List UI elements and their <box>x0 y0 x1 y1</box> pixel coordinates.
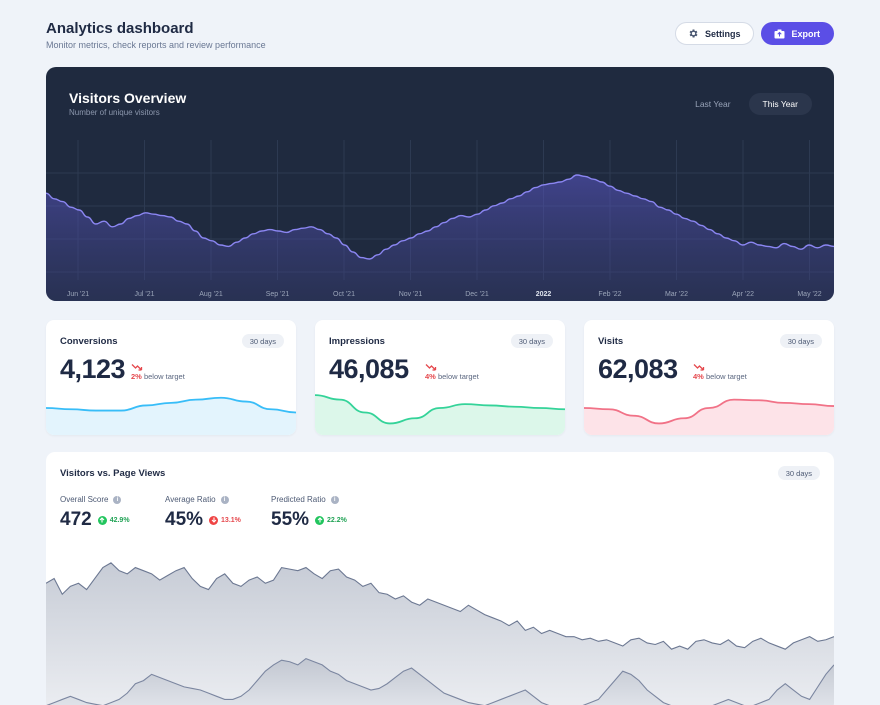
header-actions: Settings Export <box>674 22 834 45</box>
period-pill[interactable]: 30 days <box>779 334 822 348</box>
stat-delta-note: below target <box>437 372 479 381</box>
stat-delta: 2% below target <box>131 363 185 381</box>
metric-change: 22.2% <box>315 515 347 525</box>
x-tick-label: Jun '21 <box>67 291 89 298</box>
gear-icon <box>689 29 698 38</box>
sparkline <box>584 398 834 435</box>
period-pill[interactable]: 30 days <box>777 466 820 480</box>
metric-average-ratio: Average Ratio i 45% 13.1% <box>165 495 241 531</box>
metric-label-row: Average Ratio i <box>165 495 241 504</box>
metric-value: 55% <box>271 509 310 530</box>
pageviews-chart <box>46 562 834 705</box>
info-icon[interactable]: i <box>113 495 122 504</box>
pageviews-line <box>46 657 834 705</box>
stat-delta-note: below target <box>143 372 185 381</box>
visitors-title: Visitors Overview <box>69 90 187 106</box>
metric-change-value: 13.1% <box>221 516 241 524</box>
metric-label-row: Predicted Ratio i <box>271 495 347 504</box>
settings-button[interactable]: Settings <box>674 22 755 45</box>
metric-change-value: 42.9% <box>109 516 130 524</box>
visitors-line <box>46 174 834 260</box>
metric-change: 42.9% <box>97 515 130 525</box>
settings-label: Settings <box>704 28 741 39</box>
stat-card-impressions: Impressions 30 days 46,085 4% below targ… <box>315 320 565 435</box>
sparkline <box>315 394 565 435</box>
stat-value: 46,085 <box>329 354 409 384</box>
x-tick-label: 2022 <box>536 291 552 298</box>
sparkline <box>46 396 296 435</box>
metric-predicted-ratio: Predicted Ratio i 55% 22.2% <box>271 495 347 531</box>
metric-row: 55% 22.2% <box>271 509 347 531</box>
sparkline-area <box>584 399 834 435</box>
metric-row: 472 42.9% <box>60 509 130 531</box>
export-label: Export <box>791 28 820 39</box>
trend-down-icon <box>425 364 437 371</box>
stat-delta-pct: 4% <box>425 372 436 381</box>
trend-down-icon <box>693 364 705 371</box>
x-tick-label: Sep '21 <box>266 291 290 298</box>
info-icon[interactable]: i <box>330 495 339 504</box>
x-tick-label: Apr '22 <box>732 291 754 298</box>
stat-label: Impressions <box>329 336 385 347</box>
page-subtitle: Monitor metrics, check reports and revie… <box>46 40 266 50</box>
export-icon <box>774 29 785 38</box>
sparkline-area <box>46 397 296 435</box>
stat-delta: 4% below target <box>693 363 747 381</box>
x-tick-label: Feb '22 <box>598 291 621 298</box>
pageviews-area <box>46 562 834 705</box>
metric-overall-score: Overall Score i 472 42.9% <box>60 495 130 531</box>
stat-card-visits: Visits 30 days 62,083 4% below target <box>584 320 834 435</box>
info-icon[interactable]: i <box>220 495 229 504</box>
visitors-subtitle: Number of unique visitors <box>69 108 160 117</box>
visitors-overview-card: Visitors Overview Number of unique visit… <box>46 67 834 301</box>
sparkline-area <box>315 395 565 435</box>
page-title: Analytics dashboard <box>46 20 194 37</box>
stat-label: Conversions <box>60 336 118 347</box>
trend-down-icon <box>131 364 143 371</box>
metric-change-value: 22.2% <box>327 516 347 524</box>
arrow-down-icon <box>209 515 219 525</box>
stat-delta-pct: 2% <box>131 372 142 381</box>
sparkline-line <box>584 398 834 425</box>
period-pill[interactable]: 30 days <box>241 334 284 348</box>
metric-row: 45% 13.1% <box>165 509 241 531</box>
x-tick-label: Aug '21 <box>199 291 223 298</box>
metric-label-row: Overall Score i <box>60 495 130 504</box>
export-button[interactable]: Export <box>761 22 834 45</box>
x-tick-label: Nov '21 <box>399 291 423 298</box>
sparkline-line <box>46 396 296 414</box>
x-tick-label: May '22 <box>797 291 821 298</box>
stat-delta-pct: 4% <box>693 372 704 381</box>
arrow-up-icon <box>97 515 107 525</box>
stat-card-conversions: Conversions 30 days 4,123 2% below targe… <box>46 320 296 435</box>
x-tick-label: Oct '21 <box>333 291 355 298</box>
sparkline-line <box>315 394 565 425</box>
stat-value: 62,083 <box>598 354 678 384</box>
visitors-chart: Jun '21 Jul '21 Aug '21 Sep '21 Oct '21 Nov '… <box>46 140 834 301</box>
tab-last-year[interactable]: Last Year <box>695 99 731 109</box>
x-tick-label: Jul '21 <box>134 291 154 298</box>
arrow-up-icon <box>315 515 325 525</box>
metric-label: Overall Score <box>60 495 109 504</box>
visitors-area <box>46 175 834 301</box>
pageviews-line <box>46 562 834 650</box>
stat-value: 4,123 <box>60 354 126 384</box>
metric-value: 45% <box>165 509 204 530</box>
metric-value: 472 <box>60 509 92 530</box>
metric-label: Average Ratio <box>165 495 216 504</box>
pageviews-card: Visitors vs. Page Views 30 days Overall … <box>46 452 834 705</box>
metric-label: Predicted Ratio <box>271 495 326 504</box>
stat-delta: 4% below target <box>425 363 479 381</box>
stat-delta-note: below target <box>705 372 747 381</box>
stat-label: Visits <box>598 336 624 347</box>
period-pill[interactable]: 30 days <box>510 334 553 348</box>
metric-change: 13.1% <box>209 515 241 525</box>
pageviews-area <box>47 658 834 705</box>
tab-this-year[interactable]: This Year <box>748 93 812 115</box>
range-tabs: Last Year This Year <box>681 93 812 115</box>
x-tick-label: Mar '22 <box>665 291 688 298</box>
page-header: Analytics dashboard Monitor metrics, che… <box>46 20 834 50</box>
pageviews-title: Visitors vs. Page Views <box>60 468 166 479</box>
x-tick-label: Dec '21 <box>465 291 489 298</box>
